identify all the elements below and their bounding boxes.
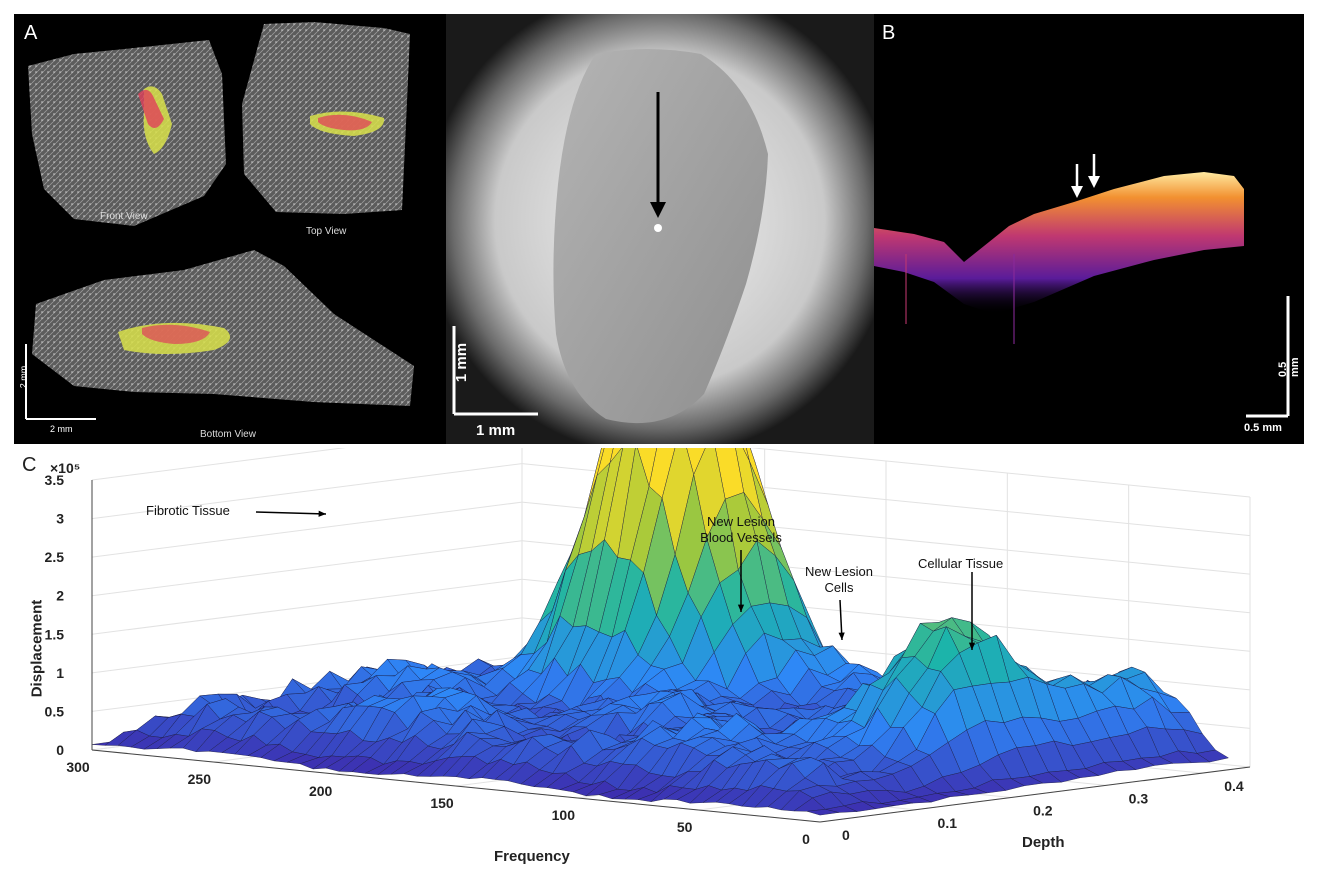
z-tick-label: 2 — [56, 588, 64, 604]
panel-label-b: B — [882, 22, 896, 44]
z-tick-label: 0.5 — [45, 703, 65, 719]
tissue-sample — [553, 49, 768, 424]
photo-scale-bar-y-label: 1 mm — [453, 342, 471, 383]
oct-graphics — [874, 154, 1290, 418]
top-view-label: Top View — [306, 226, 347, 237]
panel-a-3d-tissue-views: A Front View Top View Bottom View 2 mm 2… — [14, 14, 446, 444]
oct-tissue-band — [874, 172, 1244, 314]
z-tick-label: 0 — [56, 742, 64, 758]
x-axis-line — [91, 749, 821, 823]
oct-scale-bar-x-label: 0.5 mm — [1244, 422, 1282, 434]
y-tick-label: 0.4 — [1224, 778, 1244, 794]
annotation-cells-2: Cells — [824, 580, 854, 595]
panel-a-graphics — [25, 22, 414, 420]
y-tick-label: 0 — [842, 827, 850, 843]
z-tick-label: 1 — [56, 665, 64, 681]
grid-line — [91, 578, 523, 635]
x-tick-label: 150 — [430, 795, 454, 811]
annotation-vessels-2: Blood Vessels — [700, 530, 782, 545]
annotation-fibrotic: Fibrotic Tissue — [146, 503, 230, 518]
annotations — [255, 510, 976, 650]
y-tick-label: 0.2 — [1033, 803, 1053, 819]
z-axis-label: Displacement — [28, 599, 46, 698]
z-tick-label: 2.5 — [45, 549, 65, 565]
x-tick-label: 200 — [309, 783, 333, 799]
panel-microscope-photo: 1 mm 1 mm — [446, 14, 874, 444]
arrow-vessels-head — [737, 604, 745, 612]
surface-plot: 0 0.5 1 1.5 2 2.5 3 3.5 300 250 200 150 100 50 0 0 0.1 0.… — [45, 448, 1251, 847]
photo-graphics — [446, 14, 874, 444]
x-tick-label: 300 — [66, 759, 90, 775]
y-axis-line — [819, 766, 1251, 823]
annotation-cells-1: New Lesion — [805, 564, 873, 579]
grid-line — [91, 540, 523, 597]
x-axis-label: Frequency — [494, 848, 570, 865]
z-tick-label: 3 — [56, 511, 64, 527]
annotation-cellular: Cellular Tissue — [918, 556, 1004, 571]
z-tick-label: 3.5 — [45, 472, 65, 488]
grid-line — [91, 655, 523, 712]
oct-scale-bar-y-label: 0.5 mm — [1277, 357, 1301, 377]
surface-facet — [686, 448, 706, 476]
photo-scale-bar-x-label: 1 mm — [476, 422, 516, 439]
grid-line — [91, 501, 523, 558]
x-tick-label: 250 — [188, 771, 212, 787]
bottom-view-label: Bottom View — [200, 429, 256, 440]
x-tick-label: 50 — [677, 819, 693, 835]
arrow-fibrotic — [255, 511, 327, 515]
surface-mesh — [91, 448, 1230, 816]
grid-line — [91, 448, 347, 481]
z-tick-label: 1.5 — [45, 626, 65, 642]
y-tick-label: 0.3 — [1129, 790, 1149, 806]
front-view-label: Front View — [100, 211, 148, 222]
annotation-vessels-1: New Lesion — [707, 514, 775, 529]
panel-label-c: C — [22, 454, 37, 476]
scale-bar-x-label: 2 mm — [50, 424, 73, 434]
panel-label-a: A — [24, 22, 38, 44]
panel-c-displacement-surface: 0 0.5 1 1.5 2 2.5 3 3.5 300 250 200 150 100 50 0 0 0.1 0.… — [0, 448, 1320, 876]
arrow-cellular-head — [968, 642, 976, 650]
arrow-cells-head — [838, 632, 845, 640]
grid-line — [91, 617, 523, 674]
axis-ticks: 0 0.5 1 1.5 2 2.5 3 3.5 300 250 200 150 100 50 0 0 0.1 0.… — [45, 472, 1251, 847]
x-tick-label: 100 — [552, 807, 576, 823]
front-view-tissue — [28, 40, 226, 226]
x-tick-label: 0 — [802, 831, 810, 847]
scale-bar-y-label: 2 mm — [18, 365, 29, 389]
z-exponent: ×10⁵ — [50, 460, 81, 476]
arrow-fibrotic-head — [318, 510, 326, 517]
surface-facet — [806, 809, 839, 816]
y-tick-label: 0.1 — [938, 815, 958, 831]
grid-line — [91, 463, 523, 520]
panel-b-oct-scan: B 0.5 mm 0.5 mm — [874, 14, 1304, 444]
y-axis-label: Depth — [1022, 834, 1065, 851]
